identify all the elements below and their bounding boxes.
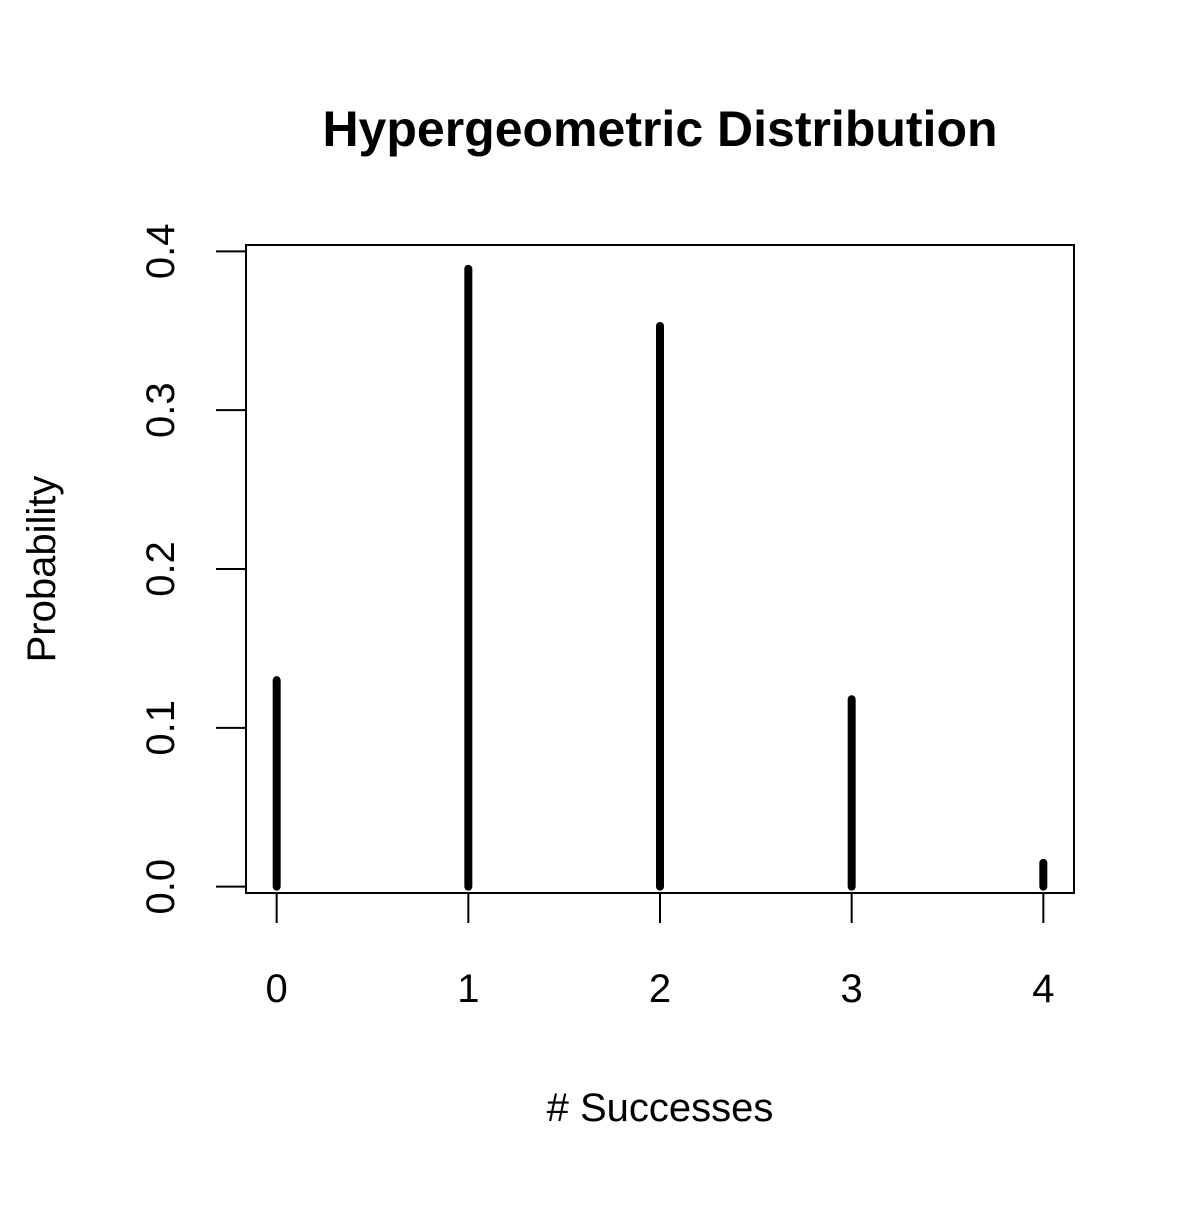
- y-tick-label-0.3: 0.3: [139, 382, 183, 438]
- y-tick-label-0.1: 0.1: [139, 700, 183, 756]
- y-axis: 0.0 0.1 0.2 0.3 0.4: [139, 224, 247, 915]
- x-tick-label-2: 2: [649, 967, 671, 1011]
- stems: [272, 264, 1048, 891]
- y-axis-label: Probability: [20, 476, 64, 663]
- chart-title: Hypergeometric Distribution: [322, 101, 997, 157]
- x-axis: 0 1 2 3 4: [266, 892, 1054, 1011]
- x-tick-label-3: 3: [841, 967, 863, 1011]
- x-tick-label-0: 0: [266, 967, 288, 1011]
- x-axis-label: # Successes: [547, 1086, 774, 1130]
- y-tick-label-0.4: 0.4: [139, 224, 183, 280]
- y-tick-label-0.2: 0.2: [139, 541, 183, 597]
- x-tick-label-4: 4: [1032, 967, 1054, 1011]
- y-tick-label-0.0: 0.0: [139, 859, 183, 915]
- x-tick-label-1: 1: [457, 967, 479, 1011]
